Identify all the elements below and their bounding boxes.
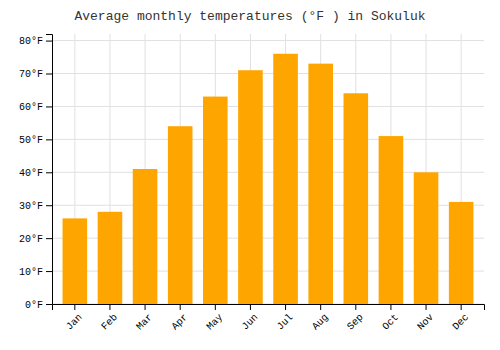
bar	[344, 93, 369, 304]
x-tick-label: Nov	[415, 312, 436, 333]
y-tick-label: 70°F	[19, 69, 43, 80]
x-tick: Jan	[64, 304, 85, 332]
bar	[63, 218, 88, 304]
y-tick: 0°F	[25, 300, 52, 311]
y-tick-mark	[46, 271, 52, 272]
x-tick: Sep	[345, 304, 366, 332]
x-tick-mark	[74, 304, 75, 310]
bar	[449, 202, 474, 304]
y-tick-label: 0°F	[25, 300, 43, 311]
bar	[238, 70, 263, 304]
x-tick-mark	[109, 304, 110, 310]
y-tick: 40°F	[19, 168, 52, 179]
x-tick: Dec	[451, 304, 472, 332]
x-tick-label: Jan	[64, 312, 85, 333]
y-tick-label: 80°F	[19, 36, 43, 47]
x-tick: May	[205, 304, 226, 332]
y-tick-label: 20°F	[19, 234, 43, 245]
y-tick-label: 30°F	[19, 201, 43, 212]
x-tick: Jun	[240, 304, 261, 332]
bars	[63, 54, 474, 304]
chart: 0°F 10°F 20°F 30°F 40°F 50°F 60°F 70°F 80°F Jan Fe…	[0, 0, 500, 350]
bar	[308, 64, 333, 304]
y-tick-mark	[46, 139, 52, 140]
y-tick-mark	[46, 172, 52, 173]
x-tick: Mar	[134, 304, 155, 332]
x-tick-mark	[145, 304, 146, 310]
y-tick: 60°F	[19, 102, 52, 113]
grid-line	[52, 139, 484, 140]
grid-line	[52, 40, 484, 41]
y-tick: 20°F	[19, 234, 52, 245]
y-tick: 80°F	[19, 36, 52, 47]
x-tick-label: Aug	[310, 312, 331, 333]
y-tick-mark	[46, 74, 52, 75]
bar	[203, 97, 228, 304]
x-tick-mark	[250, 304, 251, 310]
bar	[379, 136, 404, 304]
y-tick-mark	[46, 106, 52, 107]
bar	[98, 212, 123, 304]
y-tick: 10°F	[19, 267, 52, 278]
x-tick-mark	[180, 304, 181, 310]
x-tick-label: Jul	[275, 312, 296, 333]
x-axis-line	[53, 305, 485, 311]
x-tick: Oct	[380, 304, 401, 332]
y-tick-mark	[46, 304, 52, 305]
grid-line	[52, 106, 484, 107]
y-axis-line	[46, 35, 53, 305]
x-tick: Jul	[275, 304, 296, 332]
x-tick-mark	[215, 304, 216, 310]
bar	[273, 54, 298, 304]
plot: 0°F 10°F 20°F 30°F 40°F 50°F 60°F 70°F 80°F Jan Fe…	[19, 34, 485, 332]
x-tick: Feb	[99, 304, 120, 332]
y-tick-label: 60°F	[19, 102, 43, 113]
x-tick-mark	[285, 304, 286, 310]
x-tick-label: Apr	[170, 312, 191, 333]
grid-line	[52, 73, 484, 74]
y-tick-mark	[46, 205, 52, 206]
x-tick-label: Feb	[99, 312, 120, 333]
x-tick: Apr	[170, 304, 191, 332]
y-tick: 50°F	[19, 135, 52, 146]
x-tick-mark	[355, 304, 356, 310]
x-tick-label: May	[205, 312, 226, 333]
x-tick-label: Dec	[451, 312, 472, 333]
y-tick-label: 10°F	[19, 267, 43, 278]
bar	[168, 126, 193, 304]
bar	[414, 172, 439, 304]
x-tick-label: Sep	[345, 312, 366, 333]
x-tick-mark	[320, 304, 321, 310]
x-tick-mark	[426, 304, 427, 310]
x-tick: Nov	[415, 304, 436, 332]
y-axis: 0°F 10°F 20°F 30°F 40°F 50°F 60°F 70°F 80°F	[19, 35, 53, 311]
x-tick-label: Mar	[134, 312, 155, 333]
x-tick-label: Jun	[240, 312, 261, 333]
x-axis: Jan Feb Mar Apr May Jun Jul Aug Sep Oct Nov Dec	[53, 304, 485, 332]
bar	[133, 169, 158, 304]
x-tick: Aug	[310, 304, 331, 332]
y-tick-mark	[46, 41, 52, 42]
y-tick: 70°F	[19, 69, 52, 80]
x-tick-mark	[461, 304, 462, 310]
title: Average monthly temperatures (°F ) in So…	[74, 9, 425, 24]
x-tick-mark	[390, 304, 391, 310]
grid	[52, 34, 484, 304]
x-tick-label: Oct	[380, 312, 401, 333]
y-tick-label: 50°F	[19, 135, 43, 146]
y-tick-label: 40°F	[19, 168, 43, 179]
y-tick: 30°F	[19, 201, 52, 212]
y-tick-mark	[46, 238, 52, 239]
